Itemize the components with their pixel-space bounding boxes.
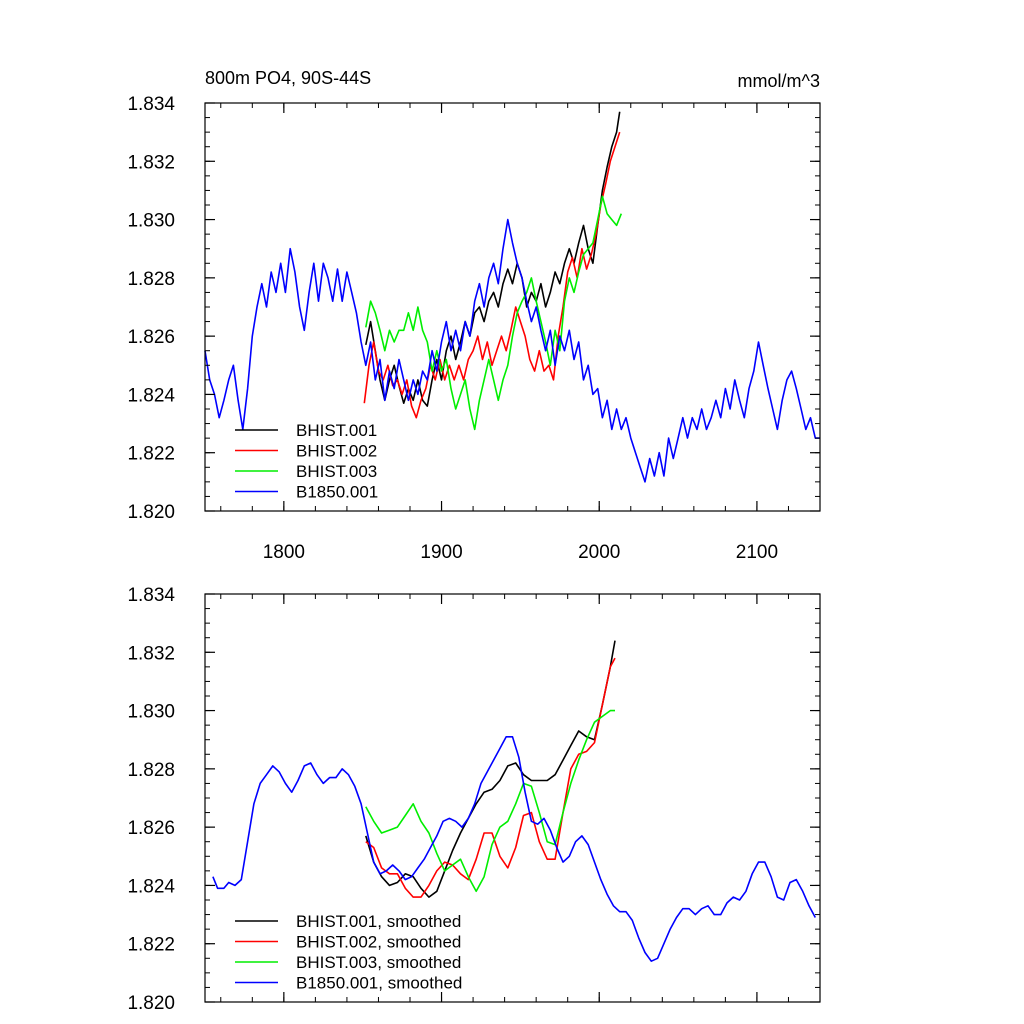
top-plot-lines bbox=[204, 111, 820, 483]
y-tick-label: 1.834 bbox=[127, 585, 175, 606]
series-line-2 bbox=[365, 709, 615, 893]
top-ticks: 1.834 1.832 1.830 1.828 1.826 1.824 1.822 1.820… bbox=[127, 94, 821, 563]
bottom-ticks: 1.834 1.832 1.830 1.828 1.826 1.824 1.822 1.820 bbox=[127, 585, 821, 1014]
y-tick-label: 1.828 bbox=[127, 760, 175, 781]
y-tick-label: 1.830 bbox=[127, 211, 175, 232]
series-line-3 bbox=[204, 218, 820, 483]
y-tick-label: 1.820 bbox=[127, 502, 175, 523]
legend-label-1: BHIST.002, smoothed bbox=[296, 933, 461, 952]
legend-label-0: BHIST.001 bbox=[296, 421, 377, 440]
series-line-1 bbox=[365, 657, 616, 898]
y-tick-label: 1.830 bbox=[127, 702, 175, 723]
top-panel: 800m PO4, 90S-44S mmol/m^3 BHIST.001BHIS… bbox=[127, 68, 821, 563]
x-tick-label: 2100 bbox=[736, 542, 778, 563]
y-tick-label: 1.822 bbox=[127, 444, 175, 465]
y-tick-label: 1.822 bbox=[127, 935, 175, 956]
x-tick-label: 2000 bbox=[578, 542, 620, 563]
legend-label-1: BHIST.002 bbox=[296, 442, 377, 461]
y-tick-label: 1.820 bbox=[127, 993, 175, 1014]
bottom-panel: BHIST.001, smoothed BHIST.002, smoothedBH… bbox=[127, 585, 821, 1014]
y-tick-label: 1.834 bbox=[127, 94, 175, 115]
bottom-plot-lines bbox=[212, 640, 817, 962]
y-tick-label: 1.824 bbox=[127, 876, 175, 897]
legend-label-2: BHIST.003 bbox=[296, 462, 377, 481]
x-tick-label: 1900 bbox=[420, 542, 462, 563]
series-line-3 bbox=[212, 736, 817, 962]
chart-title: 800m PO4, 90S-44S bbox=[205, 68, 371, 88]
series-line-0 bbox=[365, 640, 616, 898]
y-tick-label: 1.824 bbox=[127, 385, 175, 406]
y-tick-label: 1.826 bbox=[127, 818, 175, 839]
y-tick-label: 1.832 bbox=[127, 152, 175, 173]
legend-label-0: BHIST.001, smoothed bbox=[296, 912, 461, 931]
legend-label-3: B1850.001 bbox=[296, 483, 378, 502]
y-tick-label: 1.826 bbox=[127, 327, 175, 348]
legend-label-3: B1850.001, smoothed bbox=[296, 974, 462, 993]
y-tick-label: 1.828 bbox=[127, 269, 175, 290]
legend-label-2: BHIST.003, smoothed bbox=[296, 953, 461, 972]
units-label: mmol/m^3 bbox=[738, 71, 820, 91]
x-tick-label: 1800 bbox=[263, 542, 305, 563]
y-tick-label: 1.832 bbox=[127, 643, 175, 664]
bottom-legend: BHIST.001, smoothed BHIST.002, smoothedBH… bbox=[235, 912, 462, 993]
series-line-2 bbox=[365, 195, 623, 431]
